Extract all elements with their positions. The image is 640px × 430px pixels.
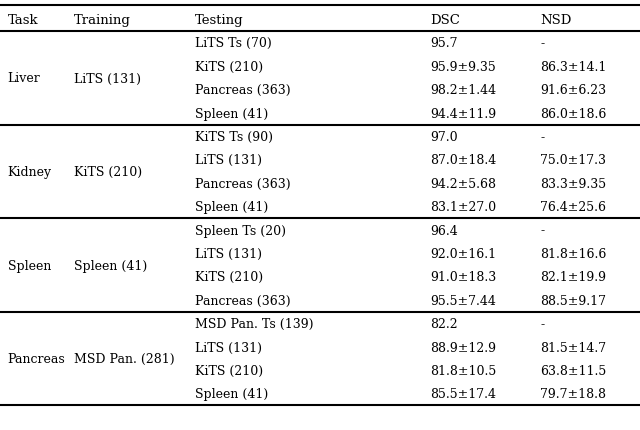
Text: KiTS (210): KiTS (210) [195,61,263,74]
Text: LiTS (131): LiTS (131) [195,247,262,260]
Text: 92.0±16.1: 92.0±16.1 [430,247,496,260]
Text: Kidney: Kidney [8,166,52,178]
Text: LiTS (131): LiTS (131) [195,341,262,354]
Text: KiTS Ts (90): KiTS Ts (90) [195,131,273,144]
Text: LiTS (131): LiTS (131) [74,72,141,85]
Text: MSD Pan. (281): MSD Pan. (281) [74,353,174,366]
Text: LiTS Ts (70): LiTS Ts (70) [195,37,272,50]
Text: 83.1±27.0: 83.1±27.0 [430,201,496,214]
Text: Training: Training [74,14,131,27]
Text: KiTS (210): KiTS (210) [195,364,263,377]
Text: Pancreas (363): Pancreas (363) [195,294,291,307]
Text: Testing: Testing [195,14,244,27]
Text: Liver: Liver [8,72,40,85]
Text: 86.3±14.1: 86.3±14.1 [540,61,607,74]
Text: 86.0±18.6: 86.0±18.6 [540,108,607,120]
Text: 81.5±14.7: 81.5±14.7 [540,341,606,354]
Text: 81.8±10.5: 81.8±10.5 [430,364,497,377]
Text: 95.5±7.44: 95.5±7.44 [430,294,496,307]
Text: 97.0: 97.0 [430,131,458,144]
Text: 83.3±9.35: 83.3±9.35 [540,177,606,190]
Text: Spleen (41): Spleen (41) [195,387,268,400]
Text: LiTS (131): LiTS (131) [195,154,262,167]
Text: 94.2±5.68: 94.2±5.68 [430,177,496,190]
Text: 76.4±25.6: 76.4±25.6 [540,201,606,214]
Text: Spleen: Spleen [8,259,51,272]
Text: Spleen (41): Spleen (41) [195,201,268,214]
Text: 79.7±18.8: 79.7±18.8 [540,387,606,400]
Text: 63.8±11.5: 63.8±11.5 [540,364,607,377]
Text: MSD Pan. Ts (139): MSD Pan. Ts (139) [195,317,314,330]
Text: Pancreas (363): Pancreas (363) [195,84,291,97]
Text: -: - [540,131,544,144]
Text: 96.4: 96.4 [430,224,458,237]
Text: 82.2: 82.2 [430,317,458,330]
Text: DSC: DSC [430,14,460,27]
Text: Spleen Ts (20): Spleen Ts (20) [195,224,286,237]
Text: 98.2±1.44: 98.2±1.44 [430,84,496,97]
Text: 75.0±17.3: 75.0±17.3 [540,154,606,167]
Text: Task: Task [8,14,38,27]
Text: -: - [540,224,544,237]
Text: 94.4±11.9: 94.4±11.9 [430,108,496,120]
Text: 91.6±6.23: 91.6±6.23 [540,84,606,97]
Text: 81.8±16.6: 81.8±16.6 [540,247,607,260]
Text: 95.9±9.35: 95.9±9.35 [430,61,496,74]
Text: 91.0±18.3: 91.0±18.3 [430,271,497,284]
Text: 82.1±19.9: 82.1±19.9 [540,271,606,284]
Text: Pancreas (363): Pancreas (363) [195,177,291,190]
Text: 85.5±17.4: 85.5±17.4 [430,387,496,400]
Text: -: - [540,37,544,50]
Text: Pancreas: Pancreas [8,353,65,366]
Text: 88.5±9.17: 88.5±9.17 [540,294,606,307]
Text: KiTS (210): KiTS (210) [195,271,263,284]
Text: NSD: NSD [540,14,572,27]
Text: -: - [540,317,544,330]
Text: KiTS (210): KiTS (210) [74,166,141,178]
Text: 88.9±12.9: 88.9±12.9 [430,341,496,354]
Text: Spleen (41): Spleen (41) [195,108,268,120]
Text: 95.7: 95.7 [430,37,458,50]
Text: 87.0±18.4: 87.0±18.4 [430,154,497,167]
Text: Spleen (41): Spleen (41) [74,259,147,272]
